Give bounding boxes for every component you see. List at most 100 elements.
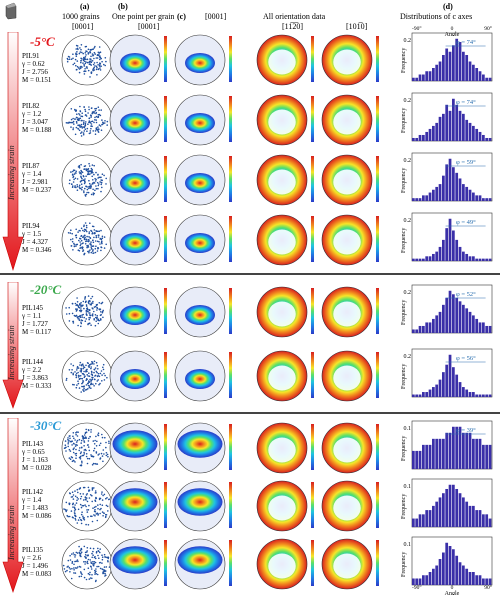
hist-ymax-label: 0.2 xyxy=(404,38,412,44)
histogram-bar xyxy=(428,322,432,333)
sample-J: J = 1.496 xyxy=(22,562,48,570)
histogram-bar xyxy=(422,514,425,527)
histogram-bar xyxy=(482,74,485,81)
sample-J: J = 3.863 xyxy=(22,374,48,382)
histogram-bar xyxy=(415,450,419,469)
histogram-bar xyxy=(482,322,485,333)
histogram-bar xyxy=(455,297,459,333)
sample-gamma: γ = 2.6 xyxy=(22,554,42,562)
histogram-bar xyxy=(428,572,432,585)
histogram-bar xyxy=(455,239,459,261)
histogram-bar xyxy=(482,444,485,469)
histogram-bar xyxy=(472,505,475,527)
frequency-axis-label: Frequency xyxy=(401,300,407,325)
histogram-bar xyxy=(468,432,472,469)
histogram-bar xyxy=(465,389,469,397)
sample-J: J = 1.163 xyxy=(22,456,48,464)
col-d-group-header: All orientation data xyxy=(263,12,326,21)
histogram-bar xyxy=(432,68,435,81)
sample-M: M = 0.346 xyxy=(22,246,52,254)
histogram-bar xyxy=(448,51,452,81)
pole-figure-row xyxy=(61,154,379,206)
strain-arrow-3 xyxy=(2,418,24,593)
pole-figure-row xyxy=(61,350,379,402)
phi-annotation: φ = 74° xyxy=(456,99,476,106)
histogram-bar xyxy=(472,438,475,469)
histogram-bar xyxy=(452,98,455,141)
histogram-bar xyxy=(462,251,465,261)
histogram-bar xyxy=(442,493,445,527)
c-axis-histogram: 0.2 Frequency φ = 74° xyxy=(401,92,493,142)
histogram-bar xyxy=(482,578,485,585)
histogram-bar xyxy=(482,134,485,141)
sample-M: M = 0.028 xyxy=(22,464,52,472)
phi-annotation: φ = 39° xyxy=(456,427,476,434)
histogram-bar xyxy=(488,444,492,469)
histogram-bar xyxy=(485,514,489,527)
histogram-bar xyxy=(458,426,462,469)
hist-x-tick: 0 xyxy=(451,585,454,591)
histogram-bar xyxy=(428,444,432,469)
histogram-bar xyxy=(435,501,439,527)
histogram-bar xyxy=(455,172,459,201)
histogram-bar xyxy=(418,258,422,261)
histogram-bar xyxy=(468,122,472,141)
c-axis-histogram: 0.2 Frequency φ = 56° xyxy=(401,348,493,398)
histogram-bar xyxy=(468,189,472,201)
histogram-bar xyxy=(425,71,429,81)
histogram-bar xyxy=(418,74,422,81)
histogram-bar xyxy=(442,55,445,81)
histogram-bar xyxy=(415,518,419,527)
sample-name: PIL144 xyxy=(22,358,43,366)
sample-J: J = 4.327 xyxy=(22,238,48,246)
sample-info: PIL94 γ = 1.5 J = 4.327 M = 0.346 xyxy=(22,222,51,254)
sample-name: PIL145 xyxy=(22,304,43,312)
histogram-bar xyxy=(418,514,422,527)
histogram-bar xyxy=(415,258,419,261)
frequency-axis-label: Frequency xyxy=(401,364,407,389)
histogram-bar xyxy=(415,77,419,81)
increasing-strain-label-1: Increasing strain xyxy=(7,145,16,200)
c-axis-histogram: 0.2 Frequency φ = 59° xyxy=(401,152,493,202)
histogram-bar xyxy=(435,384,439,397)
histogram-bar xyxy=(435,122,439,141)
sample-info: PIL142 γ = 1.4 J = 1.483 M = 0.086 xyxy=(22,488,51,520)
histogram-bar xyxy=(452,45,455,81)
histogram-bar xyxy=(418,450,422,469)
col-e-sub: [101̅0] xyxy=(346,22,368,31)
histogram-bar xyxy=(482,514,485,527)
histogram-bar xyxy=(478,575,482,585)
histogram-bar xyxy=(452,549,455,585)
histogram-bar xyxy=(448,290,452,333)
frequency-axis-label: Frequency xyxy=(401,436,407,461)
sample-M: M = 0.086 xyxy=(22,512,52,520)
angle-axis-label: Angle xyxy=(445,32,460,36)
sample-M: M = 0.333 xyxy=(22,382,52,390)
col-a-sub: [0001] xyxy=(72,22,94,31)
histogram-bar xyxy=(475,318,479,333)
histogram-bar xyxy=(468,505,472,527)
sample-name: PIL91 xyxy=(22,52,40,60)
strain-arrow-1 xyxy=(2,32,24,272)
histogram-bar xyxy=(442,239,445,261)
histogram-bar xyxy=(488,325,492,333)
histogram-bar xyxy=(472,125,475,141)
col-b-header: One point per grain xyxy=(112,12,175,21)
hist-ymax-label: 0.1 xyxy=(404,542,412,548)
histogram-bar xyxy=(455,104,459,141)
sample-name: PIL94 xyxy=(22,222,40,230)
sample-info: PIL143 γ = 0.65 J = 1.163 M = 0.028 xyxy=(22,440,51,472)
increasing-strain-label-3: Increasing strain xyxy=(7,505,16,560)
sample-info: PIL87 γ = 1.4 J = 2.981 M = 0.237 xyxy=(22,162,51,194)
histogram-bar xyxy=(422,325,425,333)
histogram-bar xyxy=(432,318,435,333)
sample-info: PIL144 γ = 2.2 J = 3.863 M = 0.333 xyxy=(22,358,51,390)
histogram-bar xyxy=(412,394,415,397)
histogram-bar xyxy=(448,218,452,261)
histogram-bar xyxy=(458,42,462,81)
hist-ymax-label: 0.2 xyxy=(404,354,412,360)
histogram-bar xyxy=(478,195,482,201)
histogram-bar xyxy=(445,542,449,585)
frequency-axis-label: Frequency xyxy=(401,168,407,193)
histogram-bar xyxy=(435,565,439,585)
